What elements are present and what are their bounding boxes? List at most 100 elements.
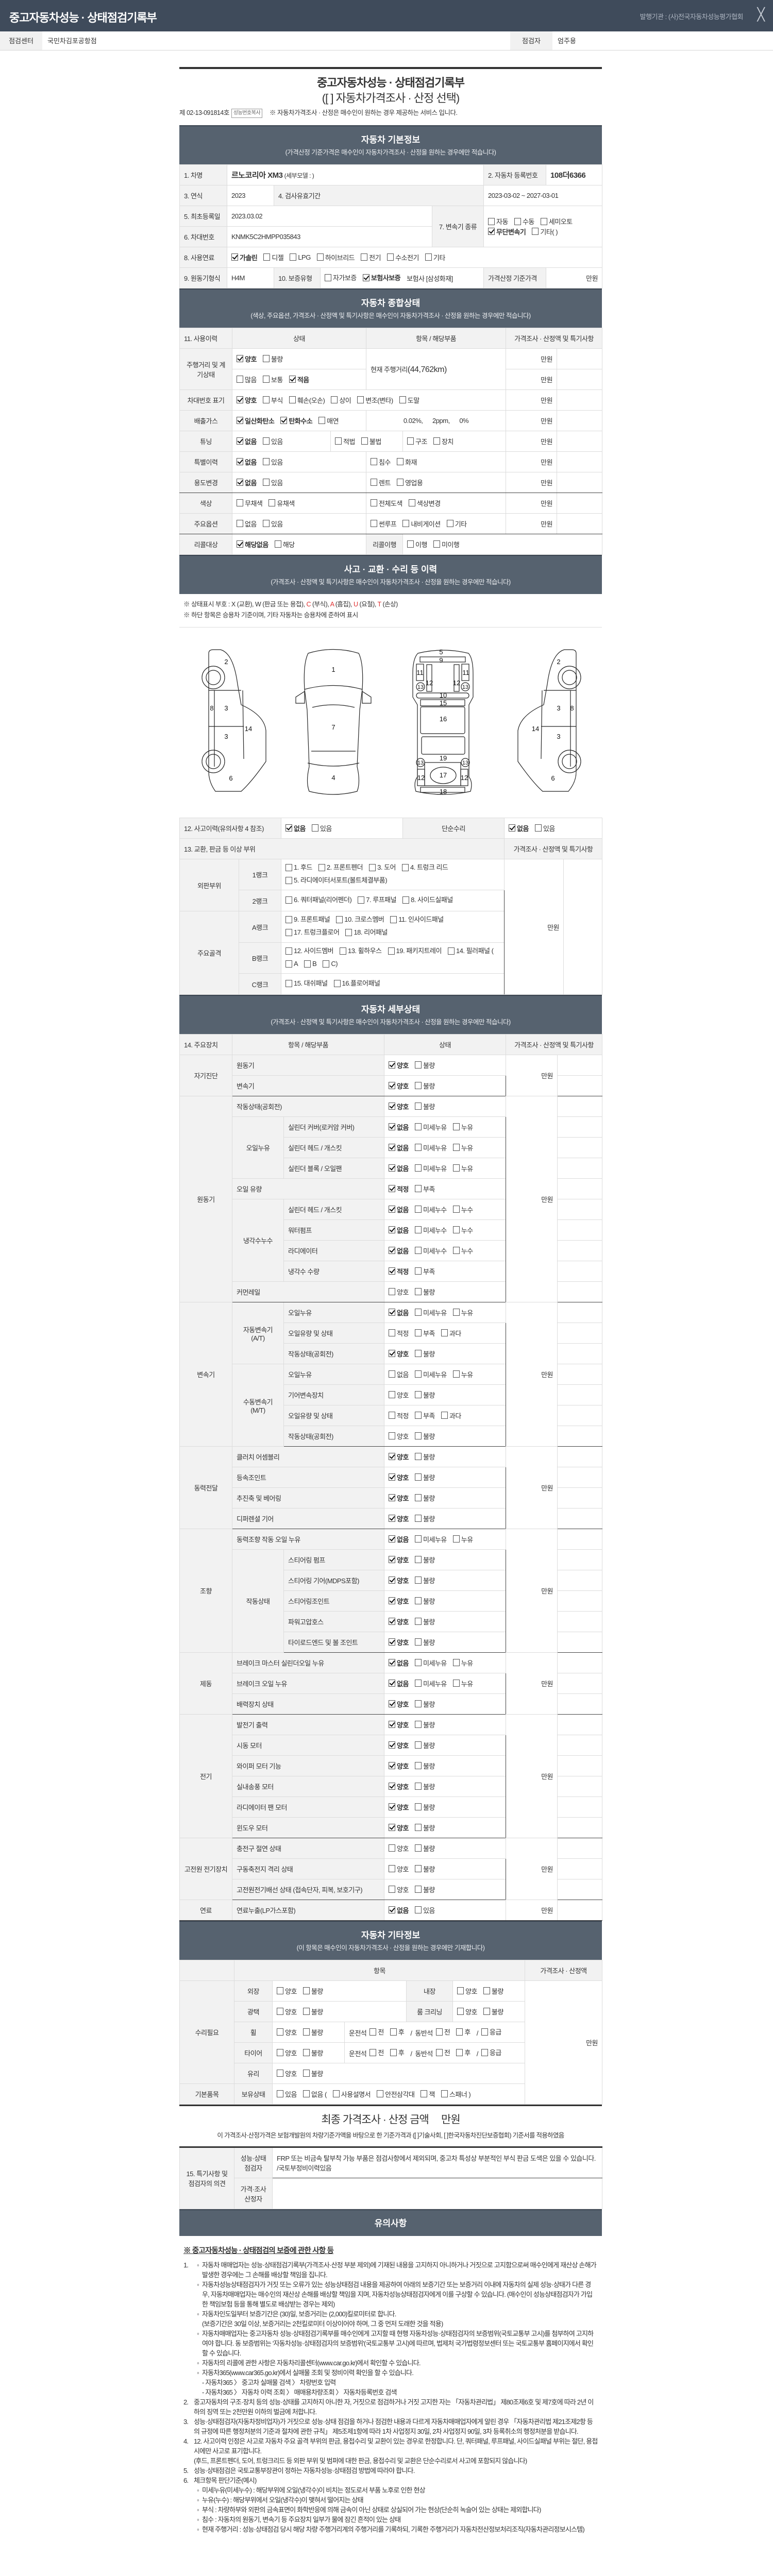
checkbox-option[interactable]: 내비게이션 — [402, 519, 441, 529]
checkbox[interactable] — [414, 1164, 422, 1172]
checked-checkbox[interactable] — [289, 376, 296, 383]
price-unit[interactable]: 만원 — [525, 1980, 602, 2105]
checkbox-option[interactable]: C) — [323, 958, 338, 970]
checkbox-option[interactable]: 후 — [456, 2027, 470, 2037]
checkbox-option[interactable]: 없음 — [237, 519, 257, 529]
checkbox-option[interactable]: 양호 — [389, 1782, 409, 1791]
checkbox[interactable] — [285, 960, 292, 968]
checkbox[interactable] — [414, 1432, 422, 1440]
checkbox-option[interactable]: 양호 — [277, 2027, 297, 2037]
checkbox[interactable] — [483, 1987, 490, 1995]
checkbox-option[interactable]: 양호 — [389, 1472, 409, 1482]
checkbox[interactable] — [371, 520, 378, 528]
checkbox-option[interactable]: 미이행 — [433, 539, 460, 549]
checkbox-option[interactable]: 부족 — [414, 1328, 435, 1338]
checkbox-option[interactable]: 없음 — [389, 1534, 409, 1544]
checked-checkbox[interactable] — [389, 1783, 396, 1790]
checked-checkbox[interactable] — [389, 1226, 396, 1234]
price-unit[interactable]: 만원 — [506, 348, 558, 369]
checkbox-option[interactable]: 적법 — [335, 436, 355, 446]
checkbox-option[interactable]: 14. 필러패널 ( — [447, 945, 494, 957]
checkbox[interactable] — [452, 1659, 460, 1667]
checkbox-option[interactable]: 양호 — [389, 1864, 409, 1874]
checkbox[interactable] — [452, 1226, 460, 1234]
checkbox-option[interactable]: 불량 — [414, 1555, 435, 1565]
price-unit[interactable]: 만원 — [506, 1302, 558, 1447]
checkbox-option[interactable]: 불량 — [414, 1843, 435, 1853]
checkbox-option[interactable]: 있음 — [534, 823, 555, 833]
checked-checkbox[interactable] — [389, 1597, 396, 1605]
checkbox-option[interactable]: 후 — [456, 2047, 470, 2057]
checked-checkbox[interactable] — [509, 824, 515, 832]
checkbox-option[interactable]: 적정 — [389, 1184, 409, 1194]
checkbox[interactable] — [389, 1432, 396, 1440]
checkbox[interactable] — [414, 1267, 422, 1275]
checkbox-option[interactable]: 전기 — [361, 252, 381, 262]
checkbox-option[interactable]: 없음 — [285, 823, 306, 833]
checkbox[interactable] — [303, 2049, 310, 2057]
checkbox-option[interactable]: 전 — [435, 2027, 450, 2037]
checkbox[interactable] — [414, 1144, 422, 1151]
checkbox-option[interactable]: 불법 — [361, 436, 381, 446]
checkbox-option[interactable]: 장치 — [433, 436, 453, 446]
price-unit[interactable]: 만원 — [506, 1900, 558, 1921]
price-note[interactable] — [557, 1055, 603, 1076]
price-note[interactable] — [557, 1900, 603, 1921]
checkbox[interactable] — [414, 1473, 422, 1481]
checkbox-option[interactable]: 양호 — [389, 1575, 409, 1585]
checkbox-option[interactable]: 누유 — [452, 1122, 473, 1132]
checkbox[interactable] — [540, 217, 547, 225]
checkbox[interactable] — [402, 520, 410, 528]
checkbox-option[interactable]: 누유 — [452, 1658, 473, 1668]
checkbox[interactable] — [277, 2008, 283, 2015]
checkbox[interactable] — [262, 396, 270, 404]
checkbox-option[interactable]: 불량 — [414, 1287, 435, 1297]
checkbox[interactable] — [441, 1412, 448, 1419]
checkbox-option[interactable]: 과다 — [441, 1411, 461, 1420]
checkbox-option[interactable]: 불량 — [303, 1986, 323, 1996]
checkbox[interactable] — [389, 1370, 396, 1378]
checkbox[interactable] — [421, 2090, 428, 2098]
checkbox-option[interactable]: 누유 — [452, 1369, 473, 1379]
checkbox-option[interactable]: 탄화수소 — [280, 416, 313, 426]
checkbox[interactable] — [414, 1783, 422, 1790]
checkbox-option[interactable]: 불량 — [414, 1452, 435, 1462]
checkbox[interactable] — [433, 540, 440, 548]
checkbox-option[interactable]: 전 — [369, 2047, 384, 2057]
checkbox[interactable] — [377, 2090, 384, 2098]
checked-checkbox[interactable] — [389, 1061, 396, 1069]
checkbox-option[interactable]: 7. 루프패널 — [358, 894, 397, 906]
checkbox[interactable] — [532, 228, 539, 235]
checkbox-option[interactable]: 무채색 — [237, 498, 263, 508]
checkbox-option[interactable]: 하이브리드 — [316, 252, 355, 262]
checkbox[interactable] — [414, 1288, 422, 1296]
checkbox[interactable] — [369, 2028, 377, 2036]
checkbox-option[interactable]: 불량 — [414, 1782, 435, 1791]
checkbox[interactable] — [277, 2028, 283, 2036]
checked-checkbox[interactable] — [389, 1824, 396, 1832]
checkbox[interactable] — [414, 1721, 422, 1728]
checked-checkbox[interactable] — [389, 1803, 396, 1811]
checkbox-option[interactable]: 있음 — [262, 436, 283, 446]
checked-checkbox[interactable] — [389, 1556, 396, 1564]
checkbox-option[interactable]: 불량 — [262, 354, 283, 364]
checkbox[interactable] — [433, 437, 440, 445]
checked-checkbox[interactable] — [389, 1103, 396, 1110]
checkbox[interactable] — [390, 916, 397, 923]
checkbox[interactable] — [452, 1535, 460, 1543]
price-unit[interactable]: 만원 — [506, 472, 558, 493]
price-note[interactable] — [557, 1075, 603, 1096]
checkbox[interactable] — [389, 1391, 396, 1399]
checkbox[interactable] — [414, 1329, 422, 1337]
checkbox[interactable] — [414, 1886, 422, 1893]
checkbox[interactable] — [277, 2090, 283, 2098]
checkbox-option[interactable]: 침수 — [371, 457, 391, 467]
checkbox-option[interactable]: 가솔린 — [231, 252, 258, 262]
checkbox[interactable] — [318, 417, 326, 425]
checkbox[interactable] — [402, 863, 409, 871]
checked-checkbox[interactable] — [389, 1082, 396, 1090]
checkbox-option[interactable]: 없음 — [237, 436, 257, 446]
price-unit[interactable]: 만원 — [506, 1529, 558, 1653]
checkbox[interactable] — [414, 1556, 422, 1564]
checkbox[interactable] — [452, 1144, 460, 1151]
